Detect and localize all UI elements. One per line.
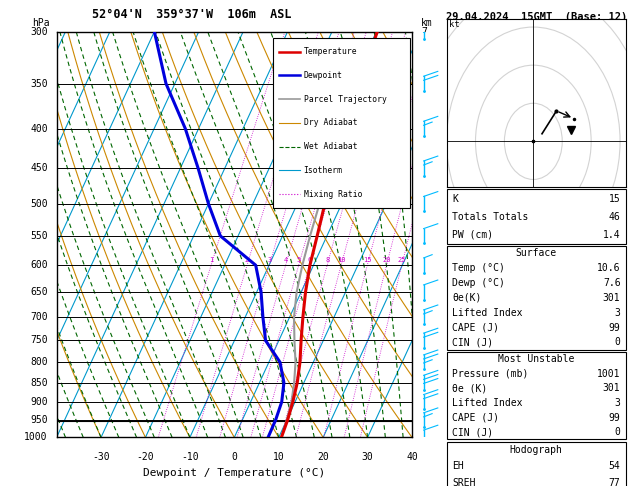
Text: CAPE (J): CAPE (J) [452, 413, 499, 422]
Text: 77: 77 [609, 478, 620, 486]
Text: -10: -10 [181, 451, 199, 462]
Text: 15: 15 [363, 257, 372, 263]
Text: 25: 25 [398, 257, 406, 263]
Text: 20: 20 [382, 257, 391, 263]
Text: 30: 30 [362, 451, 374, 462]
Bar [447, 442, 626, 486]
Text: 2: 2 [421, 357, 426, 367]
Text: θe(K): θe(K) [452, 293, 481, 303]
Text: 750: 750 [30, 335, 48, 346]
Text: Dewp (°C): Dewp (°C) [452, 278, 505, 288]
Text: ASL: ASL [421, 35, 436, 44]
Text: 700: 700 [30, 312, 48, 322]
Text: -30: -30 [92, 451, 110, 462]
Text: Wet Adiabat: Wet Adiabat [304, 142, 357, 151]
Text: 10.6: 10.6 [597, 263, 620, 273]
Text: θe (K): θe (K) [452, 383, 487, 394]
Text: 850: 850 [30, 378, 48, 388]
Text: 5: 5 [296, 257, 301, 263]
Text: -20: -20 [136, 451, 154, 462]
Text: Parcel Trajectory: Parcel Trajectory [304, 95, 386, 104]
Text: 10: 10 [273, 451, 284, 462]
Text: 300: 300 [30, 27, 48, 36]
Text: 0: 0 [231, 451, 237, 462]
Text: CAPE (J): CAPE (J) [452, 323, 499, 332]
Text: 3: 3 [421, 312, 426, 322]
Text: Dry Adiabat: Dry Adiabat [304, 119, 357, 127]
Text: Temperature: Temperature [304, 47, 357, 56]
Text: 0: 0 [615, 427, 620, 437]
Text: hPa: hPa [32, 17, 50, 28]
Bar [447, 352, 626, 439]
Text: 900: 900 [30, 397, 48, 407]
Text: Mixing Ratio: Mixing Ratio [304, 190, 362, 199]
Text: 7: 7 [421, 27, 426, 36]
Text: Totals Totals: Totals Totals [452, 211, 528, 222]
Text: 400: 400 [30, 123, 48, 134]
Text: Mixing Ratio (g/kg): Mixing Ratio (g/kg) [431, 187, 440, 282]
Text: LCL: LCL [421, 417, 436, 425]
Text: Hodograph: Hodograph [509, 445, 563, 455]
Text: 350: 350 [30, 79, 48, 88]
Text: 1: 1 [209, 257, 213, 263]
Text: 15: 15 [609, 193, 620, 204]
Text: 301: 301 [603, 383, 620, 394]
Text: 1000: 1000 [25, 433, 48, 442]
Text: Pressure (mb): Pressure (mb) [452, 369, 528, 379]
Text: K: K [452, 193, 458, 204]
Text: 500: 500 [30, 199, 48, 209]
Text: EH: EH [452, 461, 464, 471]
Text: CIN (J): CIN (J) [452, 337, 493, 347]
Text: 301: 301 [603, 293, 620, 303]
Text: Isotherm: Isotherm [304, 166, 343, 175]
Text: 20: 20 [317, 451, 329, 462]
Text: 3: 3 [615, 308, 620, 318]
Text: Lifted Index: Lifted Index [452, 398, 523, 408]
Text: 3: 3 [615, 398, 620, 408]
Text: 29.04.2024  15GMT  (Base: 12): 29.04.2024 15GMT (Base: 12) [445, 12, 627, 22]
Text: 40: 40 [406, 451, 418, 462]
Text: 950: 950 [30, 415, 48, 425]
Text: 7.6: 7.6 [603, 278, 620, 288]
Text: 52°04'N  359°37'W  106m  ASL: 52°04'N 359°37'W 106m ASL [92, 8, 291, 21]
Text: 800: 800 [30, 357, 48, 367]
Text: 550: 550 [30, 231, 48, 241]
Text: CIN (J): CIN (J) [452, 427, 493, 437]
Bar [447, 246, 626, 350]
Text: 5: 5 [421, 199, 426, 209]
Bar [447, 190, 626, 243]
Text: 54: 54 [609, 461, 620, 471]
Text: 46: 46 [609, 211, 620, 222]
Text: km: km [421, 17, 433, 28]
Text: 6: 6 [421, 123, 426, 134]
Text: 450: 450 [30, 163, 48, 173]
Text: Most Unstable: Most Unstable [498, 354, 574, 364]
Text: 99: 99 [609, 323, 620, 332]
Text: SREH: SREH [452, 478, 476, 486]
Text: Dewpoint / Temperature (°C): Dewpoint / Temperature (°C) [143, 468, 325, 478]
Text: 1001: 1001 [597, 369, 620, 379]
Text: 650: 650 [30, 287, 48, 297]
Text: Surface: Surface [516, 248, 557, 259]
Text: 600: 600 [30, 260, 48, 270]
Text: 2: 2 [245, 257, 249, 263]
Text: 99: 99 [609, 413, 620, 422]
Text: 4: 4 [284, 257, 288, 263]
Text: 4: 4 [421, 260, 426, 270]
Text: 0: 0 [615, 337, 620, 347]
Text: 6: 6 [308, 257, 312, 263]
Text: kt: kt [450, 20, 460, 29]
Text: PW (cm): PW (cm) [452, 230, 493, 240]
Text: 8: 8 [325, 257, 329, 263]
Text: 1: 1 [421, 397, 426, 407]
Text: 10: 10 [337, 257, 345, 263]
FancyBboxPatch shape [274, 38, 410, 208]
Text: 3: 3 [267, 257, 271, 263]
Text: Lifted Index: Lifted Index [452, 308, 523, 318]
Text: Dewpoint: Dewpoint [304, 71, 343, 80]
Text: Temp (°C): Temp (°C) [452, 263, 505, 273]
Text: 1.4: 1.4 [603, 230, 620, 240]
